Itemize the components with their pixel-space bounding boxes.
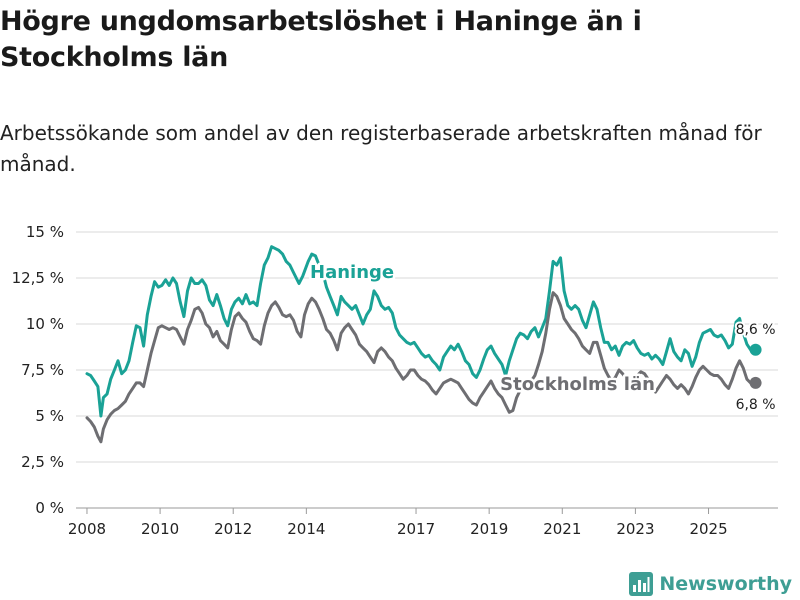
chart-title: Högre ungdomsarbetslöshet i Haninge än i… [0,6,642,73]
y-tick-label: 2,5 % [21,453,64,471]
x-axis: 2008 2010 2012 2014 2017 2019 2021 2023 2025 [68,508,728,538]
end-label-halo: 6,8 % [736,397,776,413]
y-tick-label: 12,5 % [12,269,64,287]
series-annotation-halo: Stockholms län [500,374,655,395]
gridlines [76,231,778,509]
x-tick-label: 2014 [287,520,325,538]
brand-name: Newsworthy [659,573,792,595]
y-tick-label: 5 % [35,407,64,425]
y-tick-label: 10 % [26,315,64,333]
brand-logo[interactable]: Newsworthy [629,572,792,596]
x-tick-label: 2012 [214,520,252,538]
y-tick-label: 0 % [35,499,64,517]
x-tick-label: 2010 [141,520,179,538]
y-tick-label: 7,5 % [21,361,64,379]
x-tick-label: 2025 [689,520,727,538]
x-tick-label: 2023 [616,520,654,538]
end-value-label: 6,8 % [736,397,776,413]
end-point-stockholms-län [749,376,762,389]
x-tick-label: 2008 [68,520,106,538]
end-value-label: 8,6 % [736,322,776,338]
end-point-haninge [749,343,762,356]
x-tick-label: 2017 [397,520,435,538]
x-tick-label: 2021 [543,520,581,538]
series-annotation-halo: Haninge [310,262,394,283]
chart-subtitle: Arbetssökande som andel av den registerb… [0,121,762,176]
newsworthy-logo-icon [629,572,654,596]
series-annotation: Stockholms län [500,374,655,395]
series-annotation: Haninge [310,262,394,283]
y-axis: 0 % 2,5 % 5 % 7,5 % 10 % 12,5 % 15 % [12,223,64,517]
series-lines [85,245,753,444]
series-line-haninge [85,245,753,418]
series-line-stockholms-län [85,291,753,444]
y-tick-label: 15 % [26,223,64,241]
end-label-halo: 8,6 % [736,322,776,338]
x-tick-label: 2019 [470,520,508,538]
